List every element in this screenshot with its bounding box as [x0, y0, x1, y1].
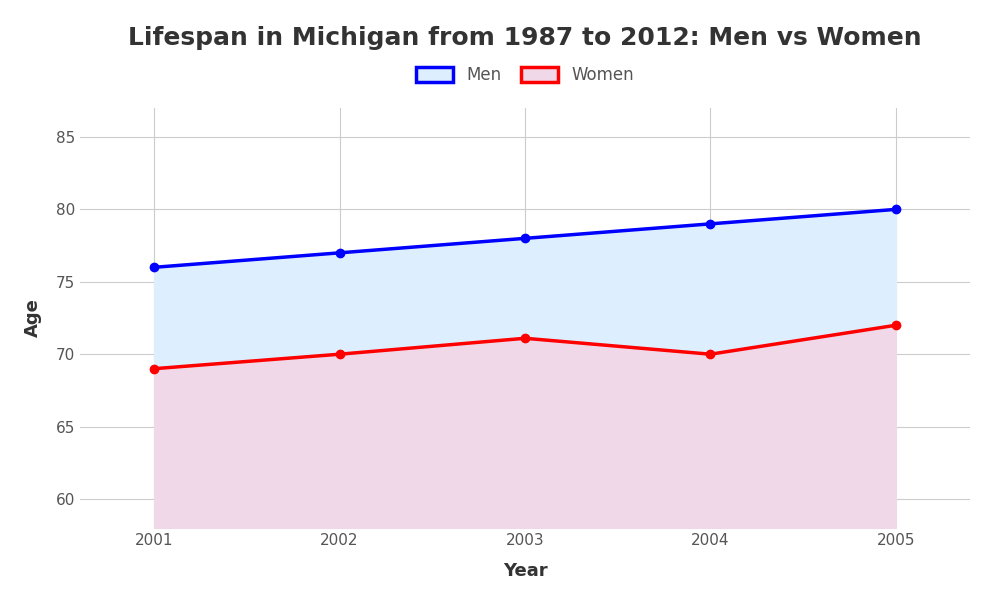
Legend: Men, Women: Men, Women [416, 66, 634, 84]
Y-axis label: Age: Age [24, 299, 42, 337]
X-axis label: Year: Year [503, 562, 547, 580]
Title: Lifespan in Michigan from 1987 to 2012: Men vs Women: Lifespan in Michigan from 1987 to 2012: … [128, 26, 922, 50]
